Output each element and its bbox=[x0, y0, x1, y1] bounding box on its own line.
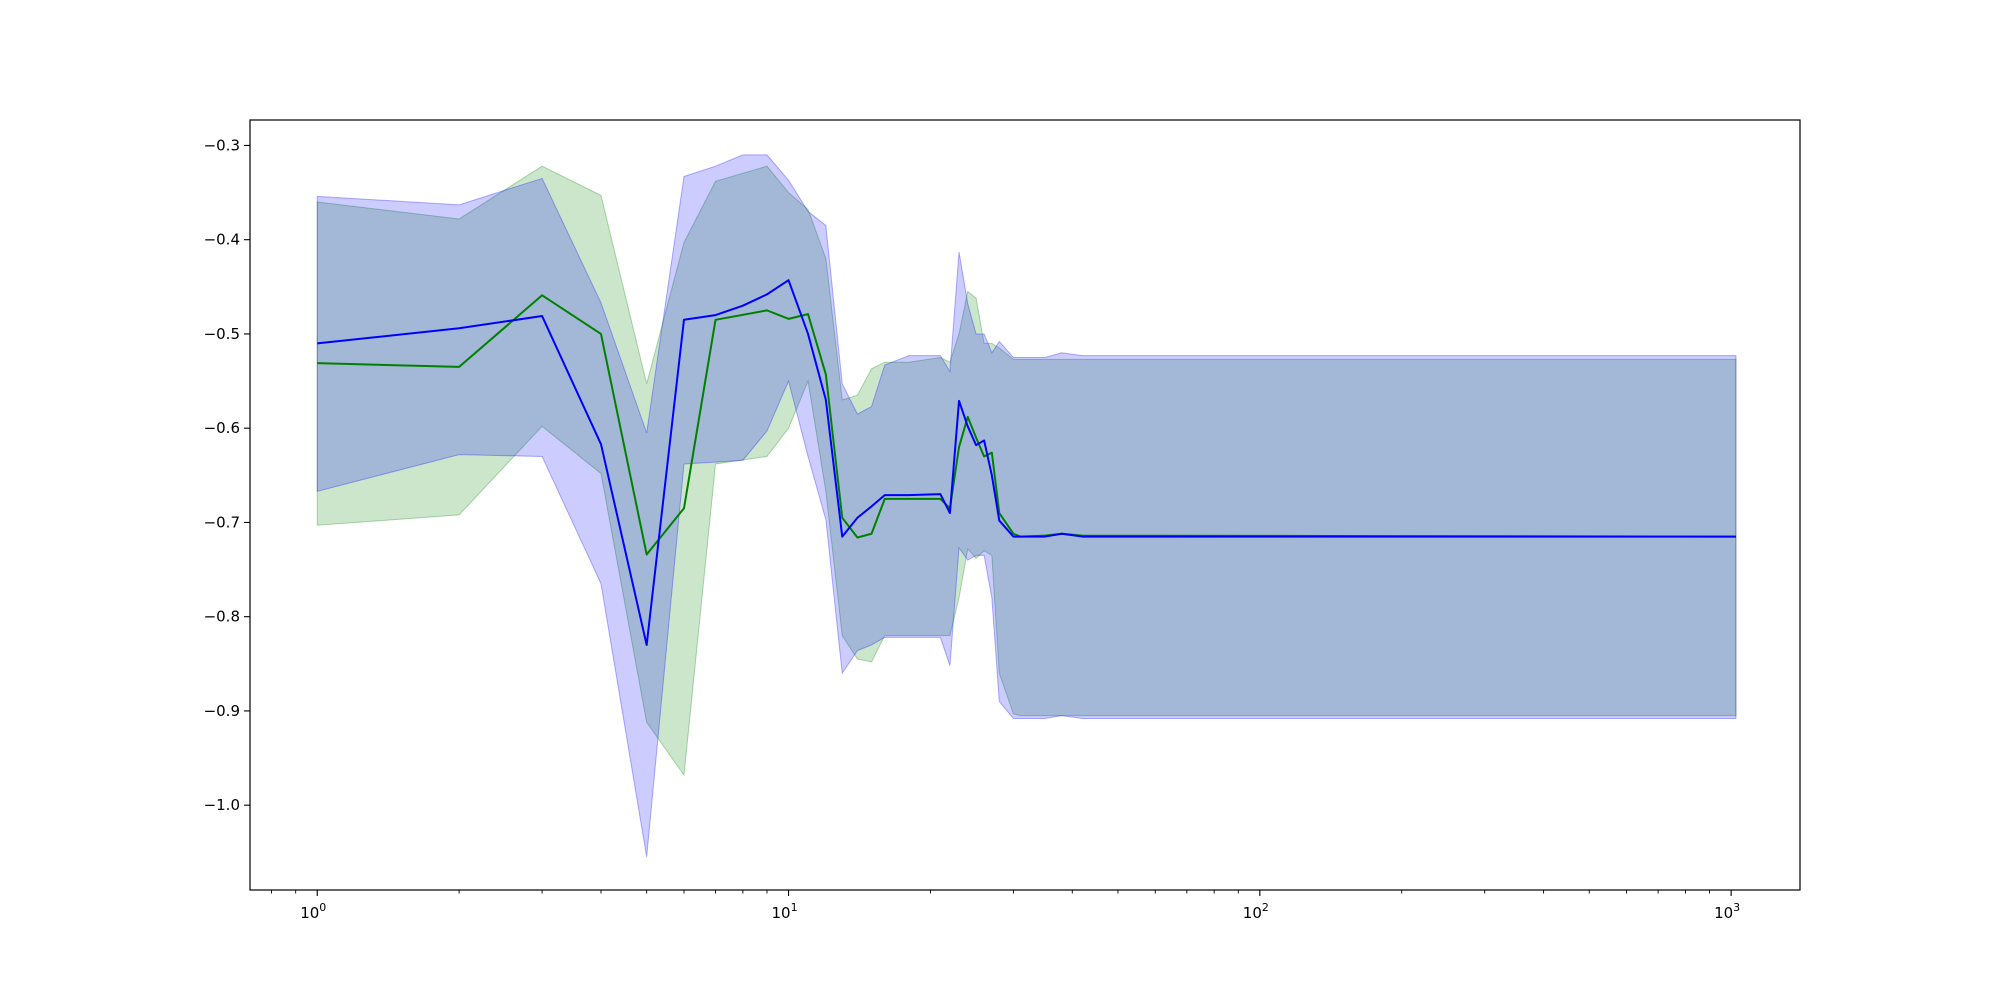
y-tick-label: −0.8 bbox=[204, 608, 240, 626]
band-series-2 bbox=[316, 154, 1737, 858]
line-series-2 bbox=[317, 279, 1736, 646]
x-tick-label: 100 bbox=[300, 901, 326, 922]
y-tick-label: −1.0 bbox=[204, 796, 240, 814]
band-series-1 bbox=[316, 165, 1737, 777]
confidence-bands bbox=[316, 154, 1737, 858]
x-tick-label: 101 bbox=[771, 901, 797, 922]
y-axis: −0.3 −0.4 −0.5 −0.6 −0.7 −0.8 −0.9 −1.0 bbox=[204, 136, 250, 814]
y-tick-label: −0.4 bbox=[204, 231, 240, 249]
x-tick-label: 102 bbox=[1243, 901, 1269, 922]
plot-frame bbox=[249, 119, 1801, 891]
line-series-1 bbox=[317, 294, 1736, 556]
x-tick-label: 103 bbox=[1714, 901, 1740, 922]
y-tick-label: −0.9 bbox=[204, 702, 240, 720]
y-tick-label: −0.6 bbox=[204, 419, 240, 437]
y-tick-label: −0.7 bbox=[204, 513, 240, 531]
y-tick-label: −0.5 bbox=[204, 325, 240, 343]
series-lines bbox=[317, 279, 1736, 646]
x-axis: 100 101 102 103 bbox=[271, 890, 1740, 922]
y-tick-label: −0.3 bbox=[204, 136, 240, 154]
